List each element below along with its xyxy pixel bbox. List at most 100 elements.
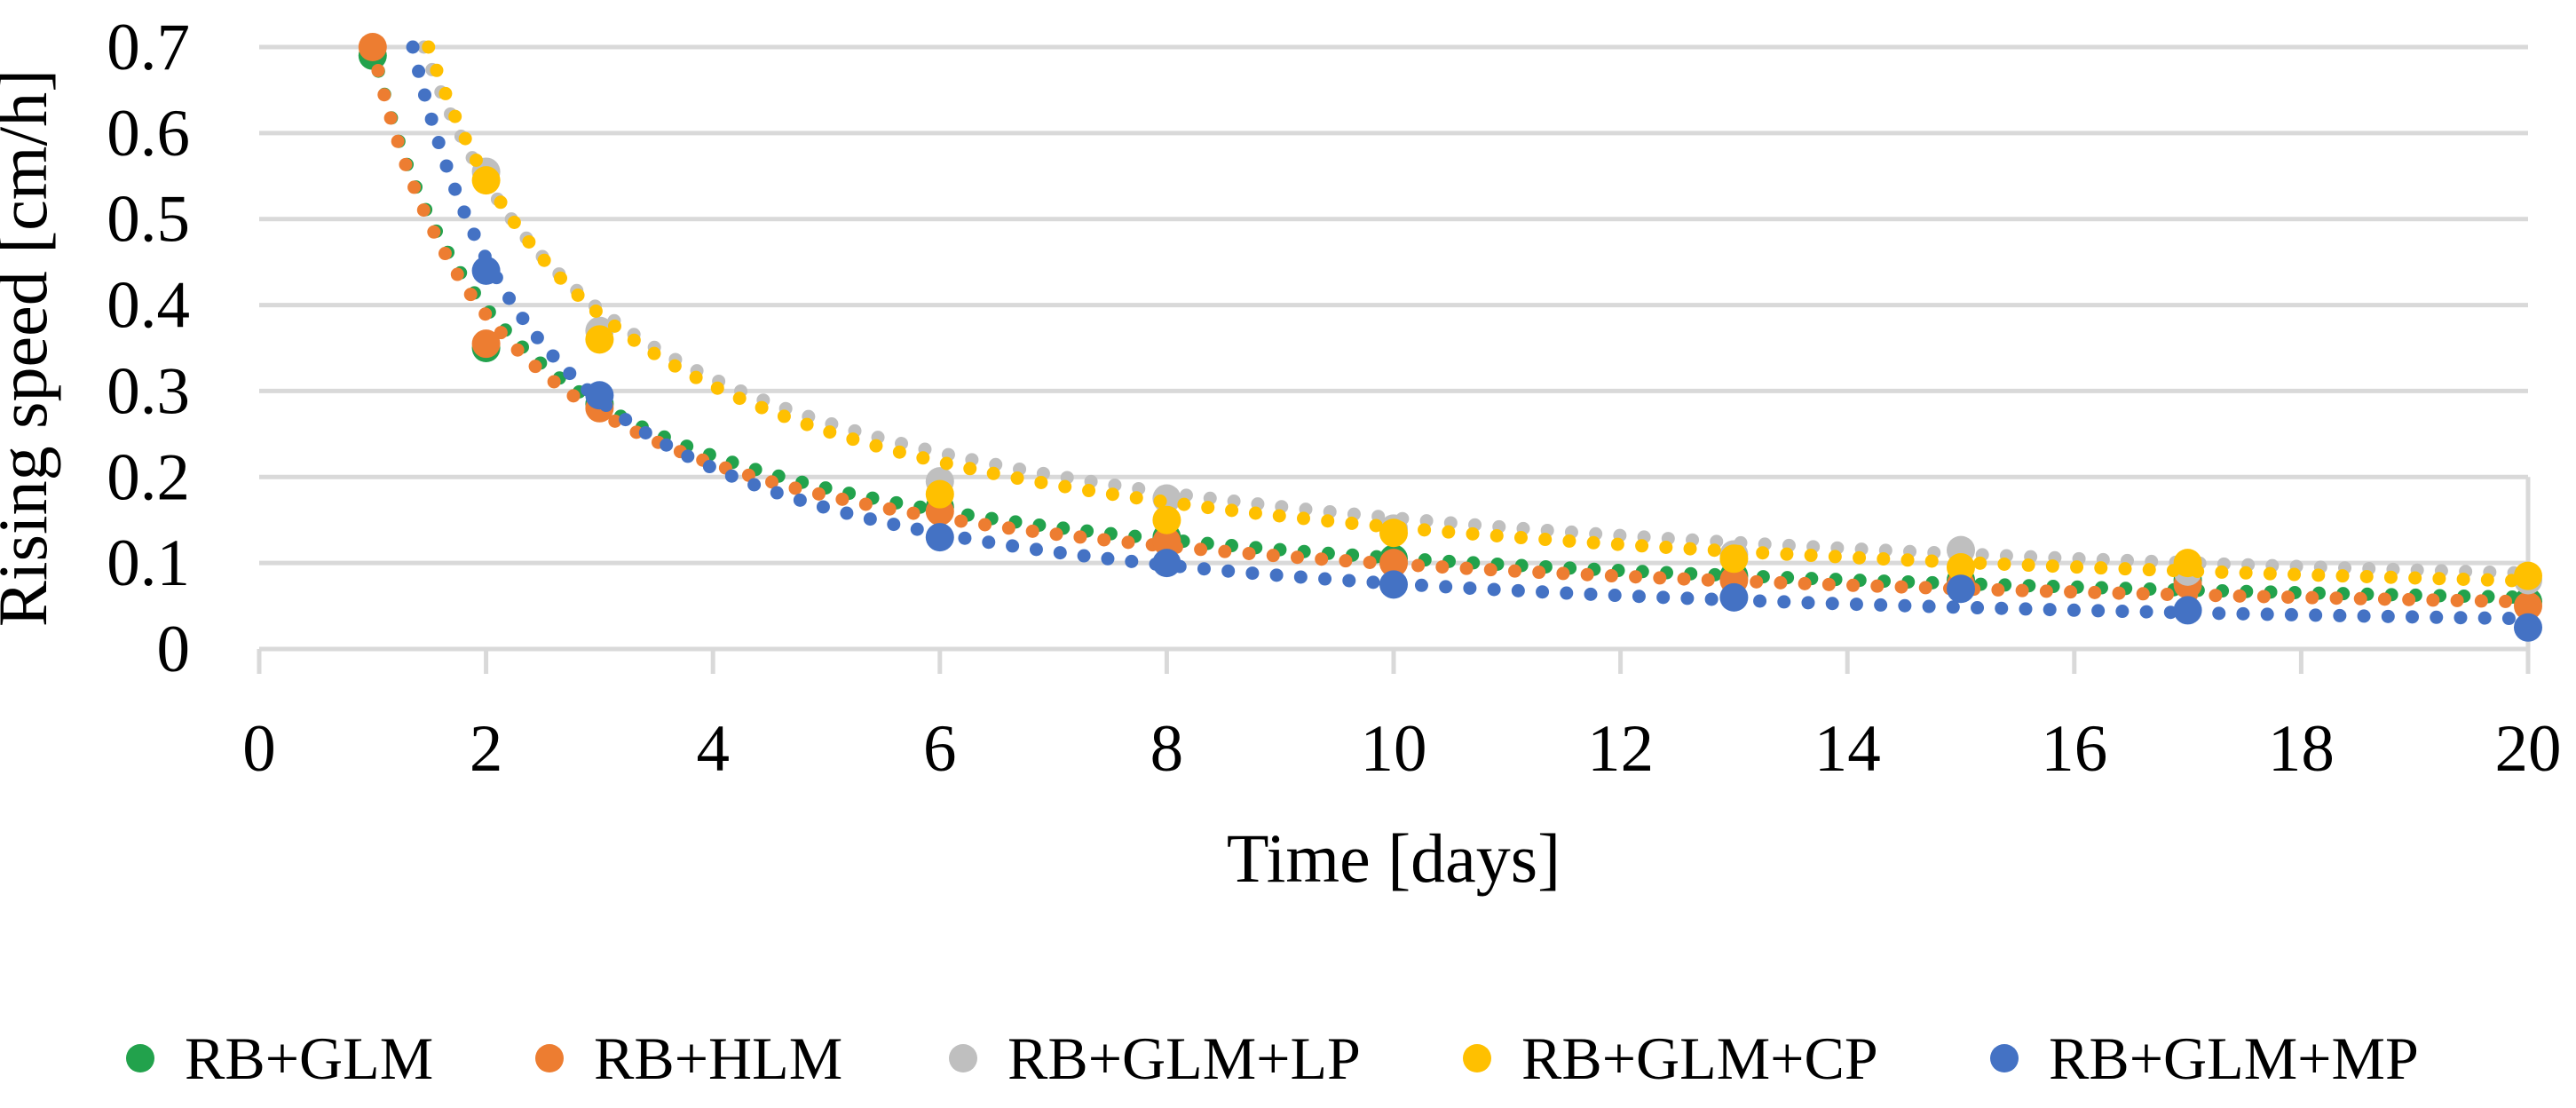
- trendline-dot: [371, 63, 385, 77]
- trendline-dot: [724, 469, 739, 483]
- trendline-dot: [2043, 603, 2057, 617]
- trendline-dot: [554, 271, 568, 285]
- legend-label: RB+HLM: [594, 1025, 842, 1092]
- trendline-dot: [448, 182, 462, 196]
- legend-swatch: [535, 1044, 564, 1072]
- legend-swatch: [949, 1044, 977, 1072]
- trendline-dot: [1653, 571, 1667, 585]
- trendline-dot: [1900, 553, 1915, 567]
- trendline-dot: [916, 451, 930, 465]
- data-series: [358, 33, 2542, 642]
- trendline-dot: [399, 157, 413, 171]
- trendline-dot: [2236, 606, 2250, 621]
- trendline-dot: [1366, 575, 1380, 590]
- legend-swatch: [1990, 1044, 2019, 1072]
- trendline-dot: [1296, 511, 1310, 526]
- trendline-dot: [1750, 574, 1764, 589]
- trendline-dot: [1218, 544, 1232, 558]
- trendline-dot: [689, 370, 703, 384]
- trendline-dot: [2353, 591, 2367, 605]
- trendline-dot: [1269, 568, 1284, 582]
- trendline-dot: [1194, 542, 1208, 557]
- x-tick-label: 14: [1814, 712, 1881, 786]
- trendline-dot: [1029, 542, 1043, 557]
- x-tick-label: 4: [696, 712, 730, 786]
- trendline-dot: [416, 203, 431, 218]
- trendline-dot: [777, 409, 791, 423]
- trendline-dot: [2263, 566, 2277, 581]
- data-point-marker: [358, 33, 387, 61]
- legend-label: RB+GLM+CP: [1521, 1025, 1878, 1092]
- trendline-dot: [2329, 591, 2343, 605]
- trendline-dot: [607, 319, 621, 333]
- trendline-dot: [1801, 596, 1815, 610]
- trendline-dot: [627, 333, 641, 347]
- trendline-dot: [571, 288, 585, 302]
- trendline-dot: [1507, 564, 1521, 578]
- data-point-marker: [925, 479, 954, 509]
- trendline-dot: [2499, 594, 2513, 608]
- trendline-dot: [1777, 595, 1791, 609]
- y-tick-label: 0.2: [107, 440, 190, 514]
- trendline-dot: [424, 112, 439, 126]
- trendline-dot: [1556, 566, 1570, 581]
- trendline-dot: [1463, 581, 1477, 595]
- trendline-dot: [1632, 590, 1646, 604]
- trendline-dot: [417, 88, 431, 102]
- trendline-dot: [1894, 580, 1908, 594]
- trendline-dot: [811, 487, 826, 501]
- trendline-dot: [2045, 559, 2059, 574]
- trendline-dot: [407, 180, 422, 194]
- y-tick-label: 0.7: [107, 11, 190, 84]
- trendline-dot: [816, 500, 830, 514]
- trendline-dot: [2309, 608, 2323, 622]
- trendline-dot: [1105, 487, 1119, 502]
- trendline-dot: [467, 227, 481, 241]
- trendline-dot: [982, 535, 996, 550]
- x-tick-label: 6: [923, 712, 957, 786]
- trendline-dot: [2015, 583, 2029, 598]
- trendline-dot: [1608, 589, 1622, 603]
- x-axis-title: Time [days]: [1227, 819, 1561, 897]
- trendline-dot: [522, 234, 536, 249]
- trendline-dot: [1560, 586, 1574, 600]
- x-tick-label: 2: [470, 712, 503, 786]
- trendline-dot: [589, 304, 603, 318]
- trendline-dot: [2477, 611, 2492, 625]
- trendline-dot: [2215, 565, 2229, 579]
- trendline-dot: [2021, 558, 2035, 573]
- trendline-dot: [747, 478, 762, 492]
- trendline-dot: [1197, 562, 1211, 576]
- trendline-dot: [458, 131, 472, 146]
- data-point-marker: [1719, 544, 1749, 574]
- trendline-dot: [1459, 561, 1474, 575]
- trendline-dot: [1201, 501, 1215, 515]
- trendline-dot: [1435, 560, 1450, 574]
- trendline-dot: [1918, 581, 1932, 595]
- data-point-marker: [585, 325, 614, 354]
- trendline-dot: [1293, 570, 1308, 584]
- y-axis-title: Rising speed [cm/h]: [0, 69, 61, 627]
- trendline-dot: [463, 288, 478, 302]
- data-point-marker: [925, 523, 954, 552]
- trendline-dot: [1411, 558, 1426, 573]
- trendline-dot: [1121, 535, 1135, 550]
- trendline-dot: [660, 438, 674, 452]
- trendline-dot: [2212, 606, 2226, 621]
- data-point-marker: [2173, 549, 2202, 578]
- trendline-dot: [1532, 566, 1546, 580]
- trendline-dot: [619, 413, 633, 427]
- trendline-dot: [563, 367, 577, 381]
- trendline-dot: [892, 445, 906, 459]
- trendline-dot: [1946, 600, 1960, 614]
- trendline-dot: [1511, 583, 1525, 598]
- trendline-dot: [1874, 598, 1888, 612]
- trendline-dot: [939, 456, 953, 471]
- trendline-dot: [1129, 491, 1143, 505]
- trendline-dot: [1345, 516, 1359, 530]
- trendline-dot: [2239, 566, 2253, 580]
- trendline-dot: [2260, 607, 2274, 621]
- trendline-dot: [1562, 534, 1576, 548]
- trendline-dot: [507, 215, 521, 229]
